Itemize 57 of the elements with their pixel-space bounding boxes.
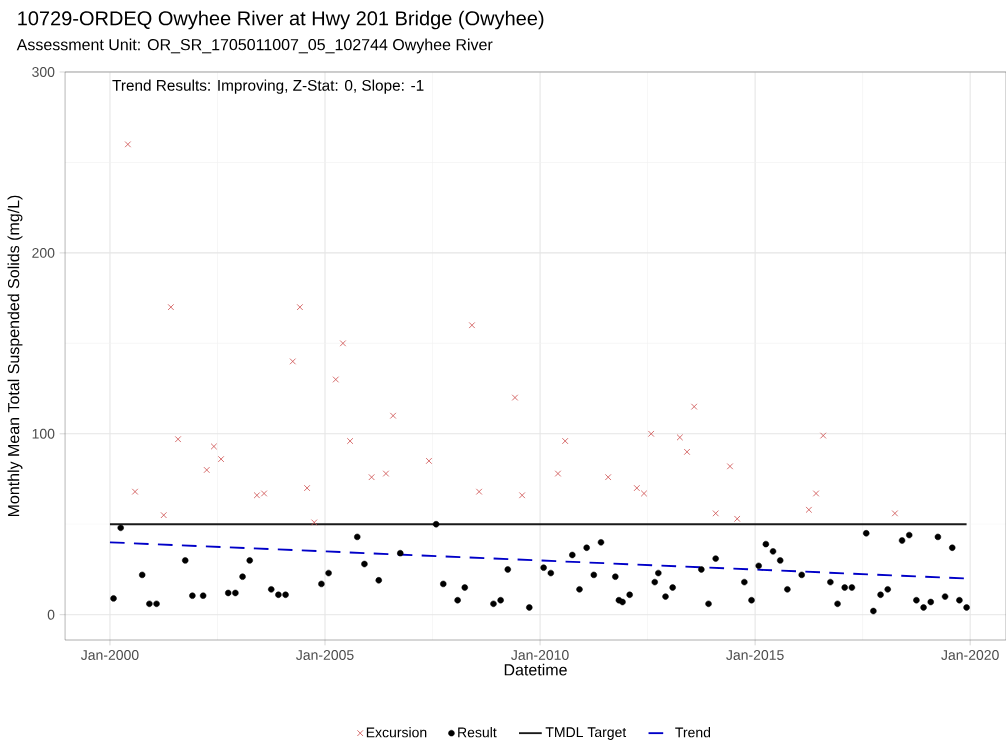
chart-title: 10729-ORDEQ Owyhee River at Hwy 201 Bridge (Owyhee): [18, 10, 544, 30]
point: [332, 376, 339, 383]
x-tick-label: Jan-2015: [726, 650, 784, 660]
point: [647, 430, 655, 438]
point: [518, 492, 526, 499]
point: [217, 455, 225, 463]
point: [819, 432, 827, 439]
point: [210, 443, 218, 450]
x-tick-label: Jan-2000: [80, 650, 139, 660]
point: [633, 484, 641, 492]
point: [561, 437, 569, 445]
point: [160, 511, 167, 519]
legend-label: TMDL Target: [545, 727, 627, 740]
point: [726, 463, 734, 470]
y-tick-label: 200: [32, 247, 55, 258]
point: [368, 473, 375, 481]
x-tick-label: Jan-2020: [941, 650, 999, 660]
legend-label: Trend: [675, 727, 711, 738]
point: [339, 340, 347, 347]
x-tick-label: Jan-2005: [296, 650, 354, 660]
point: [676, 434, 684, 441]
annotation: Trend Results: Improving, Z-Stat: 0, Slope: -1: [112, 79, 424, 94]
y-axis-title: Monthly Mean Total Suspended Solids (mg/L): [7, 195, 23, 517]
point: [296, 303, 304, 311]
point: [124, 141, 132, 148]
point: [425, 457, 433, 465]
point: [289, 358, 296, 365]
y-tick-label: 300: [32, 67, 55, 77]
point: [389, 412, 397, 419]
point: [805, 506, 813, 513]
point: [640, 490, 648, 497]
point: [475, 488, 483, 495]
point: [690, 403, 698, 410]
point: [311, 519, 318, 526]
point: [733, 515, 741, 523]
point: [468, 322, 476, 329]
x-tick-label: Jan-2010: [511, 650, 569, 660]
point: [303, 484, 311, 492]
point: [382, 470, 390, 477]
legend-label: Result: [458, 727, 497, 738]
point: [891, 510, 899, 517]
point: [712, 510, 719, 517]
point: [167, 303, 175, 311]
point: [346, 437, 354, 445]
point: [683, 448, 691, 456]
point: [554, 470, 562, 477]
y-tick-label: 0: [47, 609, 55, 620]
y-tick-label: 100: [32, 428, 55, 439]
chart-subtitle: Assessment Unit: OR_SR_1705011007_05_102744 Owyhee River: [16, 38, 493, 54]
point: [203, 466, 210, 474]
point: [604, 473, 612, 481]
point: [174, 435, 182, 443]
point: [812, 490, 820, 497]
point: [511, 394, 519, 401]
x-axis-title: Datetime: [504, 663, 567, 676]
legend-label: Excursion: [366, 727, 427, 738]
point: [131, 488, 139, 495]
